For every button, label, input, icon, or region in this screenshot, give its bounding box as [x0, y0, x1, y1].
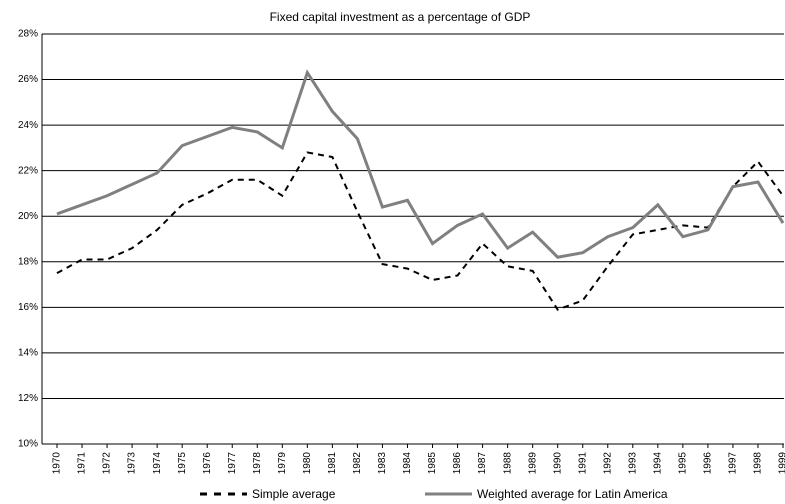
x-tick-label: 1996	[703, 452, 714, 475]
x-tick-label: 1997	[728, 452, 739, 475]
series-line	[56, 151, 784, 311]
x-tick-label: 1985	[427, 452, 438, 475]
x-tick-label: 1987	[477, 452, 488, 475]
x-tick-label: 1986	[452, 452, 463, 475]
x-tick-label: 1977	[227, 452, 238, 475]
y-tick-label: 22%	[18, 165, 38, 176]
x-tick-label: 1972	[102, 452, 113, 475]
legend-label: Simple average	[252, 487, 336, 501]
x-tick-label: 1998	[753, 452, 764, 475]
x-tick-label: 1975	[177, 452, 188, 475]
x-tick-label: 1973	[127, 452, 138, 475]
x-tick-label: 1982	[352, 452, 363, 475]
x-tick-label: 1999	[778, 452, 785, 475]
x-tick-label: 1994	[652, 452, 663, 475]
x-tick-label: 1978	[252, 452, 263, 475]
x-tick-label: 1989	[527, 452, 538, 475]
x-tick-label: 1995	[678, 452, 689, 475]
y-tick-label: 20%	[18, 211, 38, 222]
y-tick-label: 26%	[18, 74, 38, 85]
x-tick-label: 1980	[302, 452, 313, 475]
y-tick-label: 10%	[18, 439, 38, 450]
x-tick-label: 1984	[402, 452, 413, 475]
series-line	[56, 69, 785, 259]
x-tick-label: 1974	[152, 452, 163, 475]
x-tick-label: 1993	[627, 452, 638, 475]
y-tick-label: 14%	[18, 348, 38, 359]
x-tick-label: 1988	[502, 452, 513, 475]
x-tick-label: 1981	[327, 452, 338, 475]
y-tick-label: 16%	[18, 302, 38, 313]
x-tick-label: 1983	[377, 452, 388, 475]
y-tick-label: 18%	[18, 256, 38, 267]
x-tick-label: 1979	[277, 452, 288, 475]
chart-title: Fixed capital investment as a percentage…	[270, 10, 531, 24]
x-tick-label: 1990	[552, 452, 563, 475]
x-tick-label: 1991	[577, 452, 588, 475]
x-tick-label: 1971	[77, 452, 88, 475]
legend-label: Weighted average for Latin America	[477, 487, 668, 501]
x-tick-label: 1970	[52, 452, 63, 475]
x-tick-label: 1992	[602, 452, 613, 475]
y-tick-label: 28%	[18, 29, 38, 40]
y-tick-label: 12%	[18, 393, 38, 404]
y-tick-label: 24%	[18, 120, 38, 131]
x-tick-label: 1976	[202, 452, 213, 475]
